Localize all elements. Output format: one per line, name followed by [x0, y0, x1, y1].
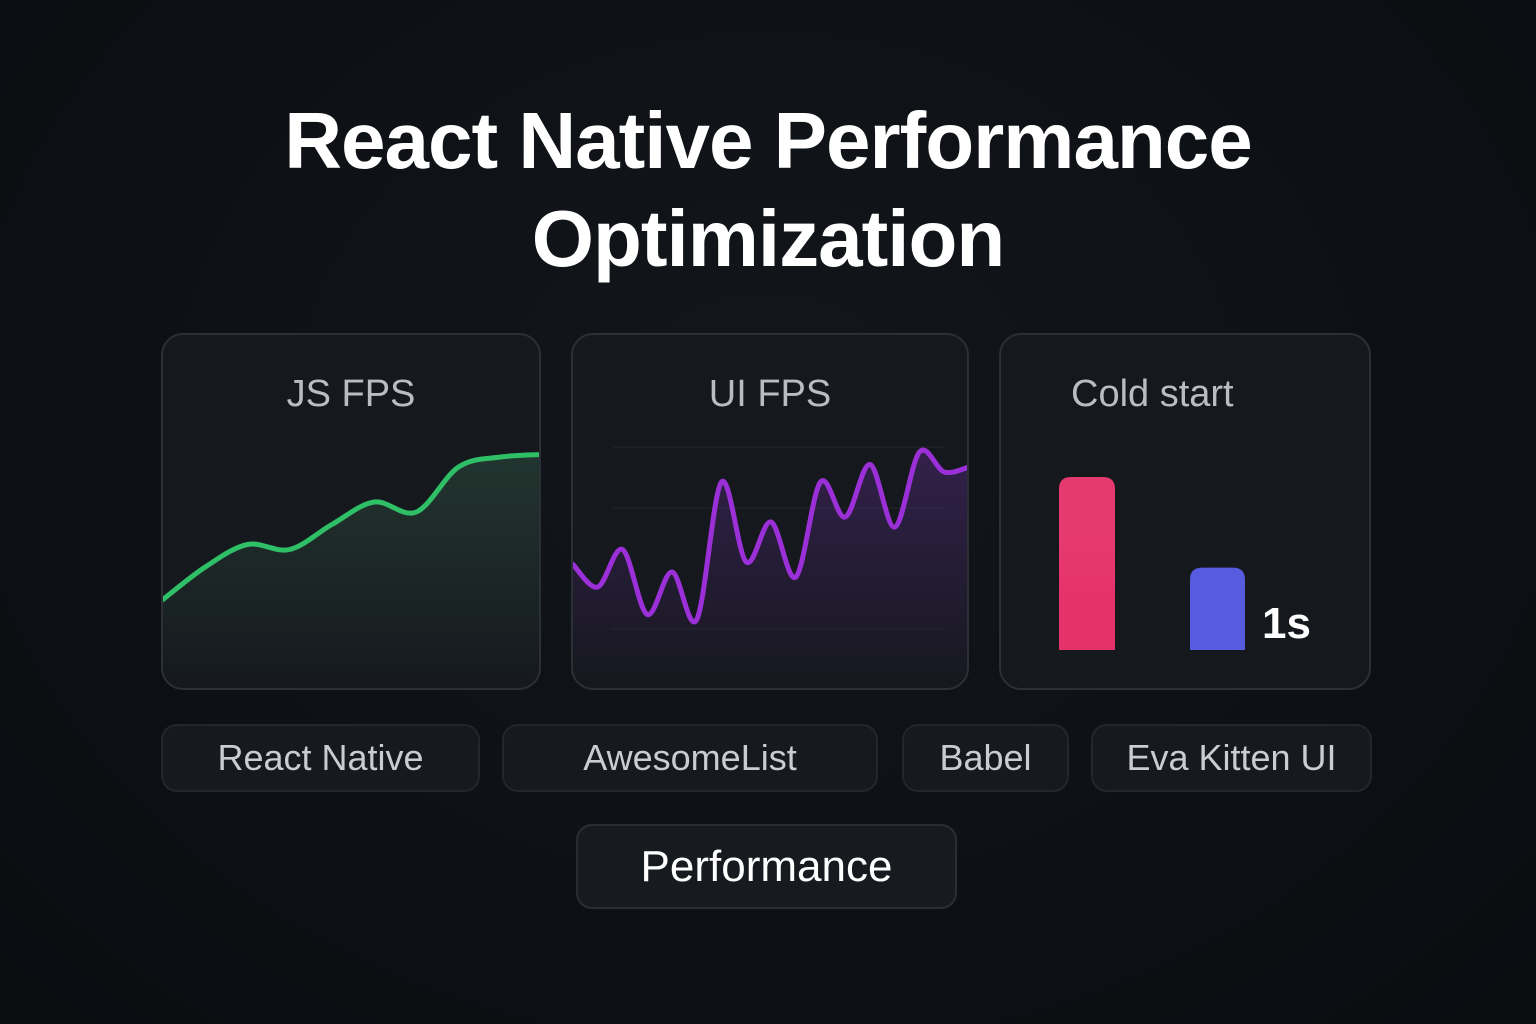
tag-eva-kitten-ui[interactable]: Eva Kitten UI [1091, 724, 1372, 792]
ui-fps-chart [573, 446, 967, 688]
title-line-2: Optimization [531, 194, 1005, 283]
tag-babel[interactable]: Babel [902, 724, 1069, 792]
cold-start-chart [1059, 477, 1245, 650]
page-title: React Native Performance Optimization [0, 92, 1536, 288]
bar-before [1059, 477, 1115, 650]
series-line [163, 452, 539, 602]
tag-awesomelist[interactable]: AwesomeList [502, 724, 878, 792]
js-fps-chart [163, 452, 539, 688]
tag-react-native[interactable]: React Native [161, 724, 480, 792]
cold-start-value-label: 1s [1262, 599, 1311, 648]
cold-start-title: Cold start [1071, 373, 1234, 415]
bar-after [1190, 567, 1245, 650]
area-fill [573, 450, 967, 688]
ui-fps-title: UI FPS [708, 373, 832, 415]
ui-fps-card: UI FPS [571, 333, 969, 690]
title-line-1: React Native Performance [284, 96, 1253, 185]
tag-performance[interactable]: Performance [576, 824, 957, 909]
series-line [573, 447, 967, 625]
cold-start-card: Cold start 1s [999, 333, 1371, 690]
js-fps-title: JS FPS [286, 373, 416, 415]
area-fill [163, 454, 539, 688]
js-fps-card: JS FPS [161, 333, 541, 690]
